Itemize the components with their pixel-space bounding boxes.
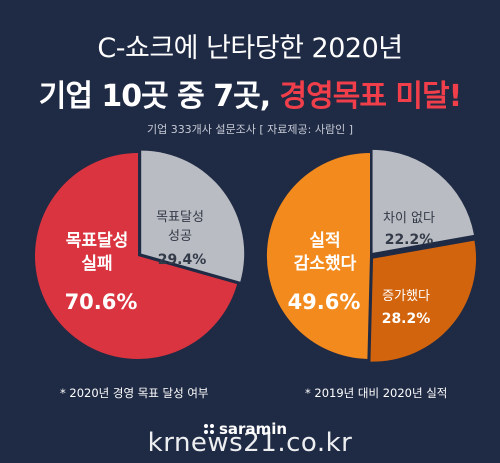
source-caption: 기업 333개사 설문조사 [ 자료제공: 사람인 ] [146, 123, 354, 136]
saramin-logo: saramin [204, 420, 287, 438]
pie-right-value-no-change: 22.2% [385, 232, 434, 248]
pie-left-value-success: 29.4% [158, 252, 207, 268]
title-line-2: 기업 10곳 중 7곳, 경영목표 미달! [0, 71, 500, 115]
pie-left-label-failed-line1: 목표달성 [66, 230, 129, 251]
pie-left: 목표달성 실패 70.6% 목표달성 성공 29.4% [34, 150, 245, 359]
note-right: * 2019년 대비 2020년 실적 [305, 386, 448, 400]
pie-right-label-no-change: 차이 없다 [383, 211, 435, 226]
pie-left-label-success-line2: 성공 [168, 229, 192, 244]
pie-right-value-decreased: 49.6% [288, 290, 361, 314]
title-line-1: C-쇼크에 난타당한 2020년 [97, 33, 403, 64]
pie-left-value-failed: 70.6% [65, 290, 138, 314]
pie-right-slice-increased [370, 240, 477, 362]
pie-right-slice-decreased [266, 152, 370, 359]
pie-right-label-decreased-line2: 감소했다 [294, 253, 357, 274]
pie-left-slice-failed [34, 153, 238, 359]
pie-left-label-success-line1: 목표달성 [156, 210, 204, 225]
saramin-logo-dots-icon [204, 424, 214, 434]
note-left: * 2020년 경영 목표 달성 여부 [60, 386, 209, 400]
pie-right-value-increased: 28.2% [382, 311, 431, 327]
pie-right-label-increased: 증가했다 [382, 288, 430, 304]
saramin-logo-text: saramin [219, 420, 288, 438]
pie-right: 실적 감소했다 49.6% 차이 없다 22.2% 증가했다 28.2% [266, 149, 477, 362]
title-line-2-white: 기업 10곳 중 7곳, [38, 79, 280, 114]
title-line-2-red: 경영목표 미달! [279, 79, 463, 114]
pie-left-slice-success [141, 150, 245, 282]
pie-right-label-decreased-line1: 실적 [309, 231, 340, 251]
watermark: krnews21.co.kr [147, 428, 353, 458]
pie-left-label-failed-line2: 실패 [81, 254, 112, 274]
pie-right-slice-no-change [372, 149, 474, 253]
